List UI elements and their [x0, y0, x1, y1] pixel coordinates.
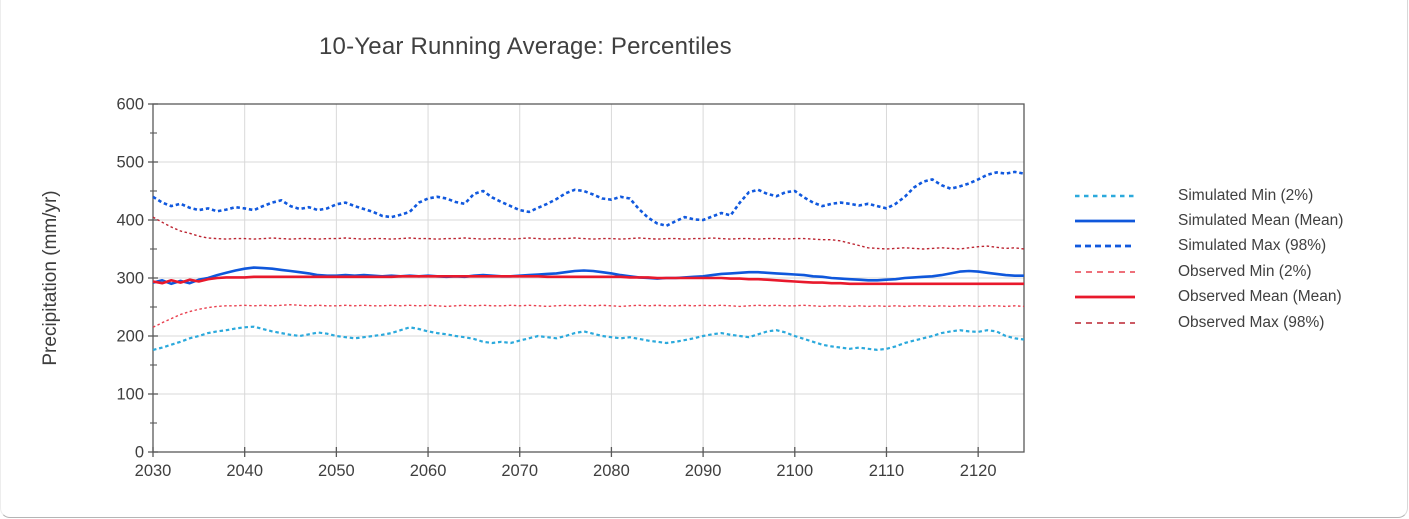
legend-label: Simulated Min (2%) — [1178, 186, 1314, 204]
series-simulated-min-2 — [152, 325, 1025, 351]
x-tick-label: 2100 — [776, 462, 813, 480]
x-tick-label: 2060 — [410, 462, 447, 480]
y-tick-label: 200 — [116, 328, 144, 346]
legend-line-sample-icon — [1075, 295, 1135, 299]
legend-line-sample-icon — [1075, 321, 1135, 324]
x-tick-label: 2080 — [593, 462, 630, 480]
y-tick-label: 600 — [116, 96, 144, 114]
legend-line-sample-icon — [1075, 271, 1135, 273]
x-tick-label: 2090 — [685, 462, 722, 480]
legend-label: Simulated Mean (Mean) — [1178, 212, 1344, 230]
legend-item-observed-min: Observed Min (2%) — [1074, 259, 1343, 284]
x-tick-label: 2070 — [501, 462, 538, 480]
legend-item-simulated-min: Simulated Min (2%) — [1074, 183, 1343, 208]
y-tick-label: 300 — [116, 270, 144, 288]
x-tick-label: 2110 — [869, 462, 904, 480]
legend-line-sample-icon — [1075, 219, 1135, 223]
legend-item-observed-max: Observed Max (98%) — [1074, 310, 1343, 335]
legend-label: Simulated Max (98%) — [1178, 237, 1327, 255]
legend-label: Observed Min (2%) — [1178, 262, 1312, 280]
legend-item-observed-mean: Observed Mean (Mean) — [1074, 285, 1343, 310]
x-tick-label: 2050 — [318, 462, 355, 480]
series-simulated-mean-mean — [152, 266, 1024, 286]
chart-title: 10-Year Running Average: Percentiles — [319, 33, 732, 60]
y-tick-label: 100 — [116, 386, 144, 404]
series-observed-mean-mean — [152, 274, 1024, 286]
legend: Simulated Min (2%) Simulated Mean (Mean)… — [1074, 183, 1343, 335]
x-tick-label: 2030 — [135, 462, 172, 480]
y-tick-label: 0 — [135, 444, 144, 462]
legend-line-sample-icon — [1075, 194, 1135, 197]
series-observed-max-98 — [152, 216, 1025, 250]
legend-line-sample-icon — [1075, 245, 1135, 248]
legend-item-simulated-max: Simulated Max (98%) — [1074, 234, 1343, 259]
series-simulated-max-98 — [152, 170, 1025, 228]
x-tick-label: 2040 — [226, 462, 263, 480]
y-tick-label: 400 — [116, 212, 144, 230]
legend-label: Observed Mean (Mean) — [1178, 288, 1342, 306]
y-tick-label: 500 — [116, 154, 144, 172]
x-tick-label: 2120 — [960, 462, 997, 480]
series-observed-min-2 — [152, 304, 1025, 328]
legend-item-simulated-mean: Simulated Mean (Mean) — [1074, 208, 1343, 233]
legend-label: Observed Max (98%) — [1178, 313, 1325, 331]
